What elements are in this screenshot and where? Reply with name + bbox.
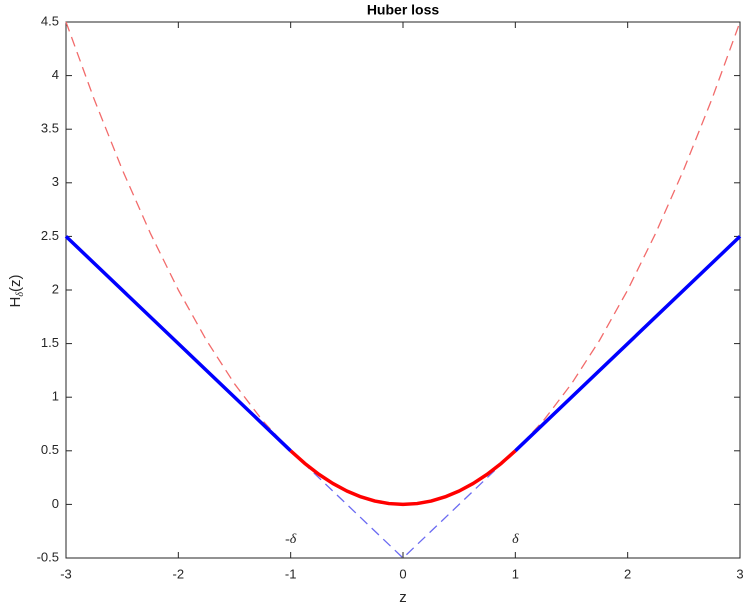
y-label-main: H (7, 297, 24, 308)
x-tick-label: -1 (285, 566, 297, 581)
y-tick-label: 2 (52, 281, 59, 296)
x-tick-label: -3 (60, 566, 72, 581)
x-tick-label: -2 (173, 566, 185, 581)
y-tick-label: 1.5 (41, 335, 59, 350)
x-tick-label: 1 (512, 566, 519, 581)
y-tick-label: 4 (52, 67, 59, 82)
y-tick-label: 1 (52, 389, 59, 404)
annotation: -δ (285, 532, 297, 547)
y-tick-label: 2.5 (41, 228, 59, 243)
annotation: δ (512, 532, 519, 547)
x-tick-label: 2 (624, 566, 631, 581)
chart-title: Huber loss (367, 2, 440, 18)
line-series (289, 449, 517, 507)
y-label-tail: (z) (7, 275, 24, 293)
x-tick-label: 0 (399, 566, 406, 581)
line-series (64, 235, 742, 453)
x-tick-label: 3 (736, 566, 743, 581)
y-tick-label: -0.5 (37, 549, 59, 564)
y-tick-label: 3 (52, 174, 59, 189)
plot-area (65, 21, 741, 559)
x-axis-label: z (399, 589, 407, 606)
y-tick-label: 4.5 (41, 13, 59, 28)
y-tick-label: 3.5 (41, 121, 59, 136)
y-tick-label: 0 (52, 496, 59, 511)
y-axis-label: Hδ(z) (7, 275, 26, 308)
y-tick-label: 0.5 (41, 442, 59, 457)
y-label-sub: δ (15, 292, 26, 297)
line-series (290, 450, 516, 559)
